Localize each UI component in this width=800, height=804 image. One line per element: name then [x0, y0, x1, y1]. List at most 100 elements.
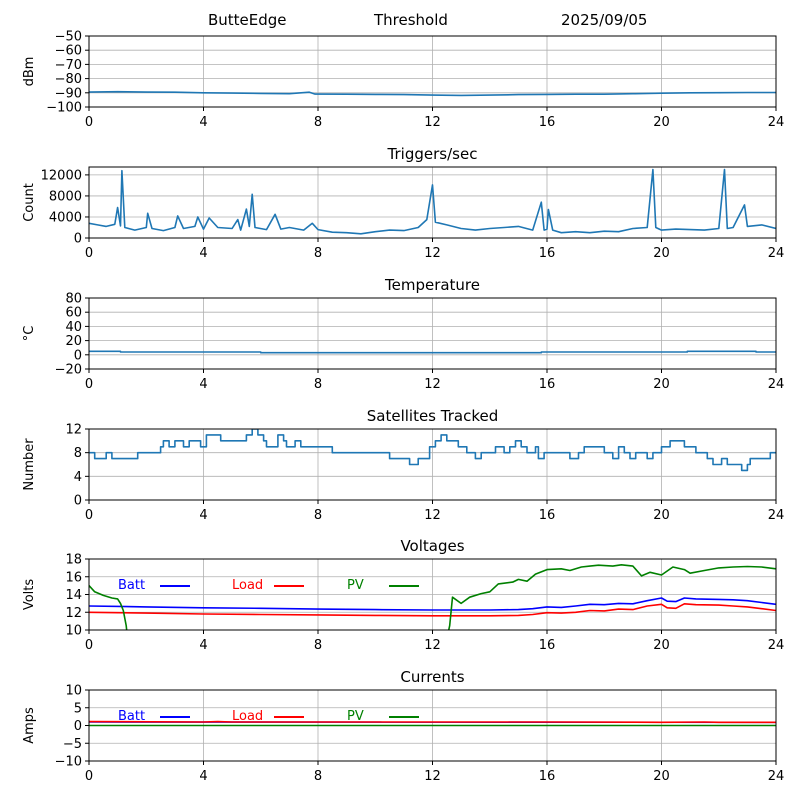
- y-tick-label: −5: [63, 737, 82, 752]
- x-tick-label: 16: [539, 377, 556, 392]
- x-tick-label: 12: [424, 115, 441, 130]
- chart-title: Satellites Tracked: [367, 407, 498, 425]
- legend-label-load: Load: [232, 578, 263, 593]
- x-tick-label: 8: [314, 246, 322, 261]
- legend-label-pv: PV: [347, 578, 364, 593]
- x-tick-label: 24: [768, 115, 785, 130]
- y-tick-label: 0: [74, 719, 82, 734]
- chart-panel-3: [85, 429, 776, 504]
- x-tick-label: 4: [199, 246, 207, 261]
- y-tick-label: −60: [55, 44, 82, 59]
- y-tick-label: 0: [74, 348, 82, 363]
- y-tick-label: 18: [65, 553, 82, 568]
- x-tick-label: 0: [85, 638, 93, 653]
- y-tick-label: −20: [55, 363, 82, 378]
- x-tick-label: 8: [314, 115, 322, 130]
- x-tick-label: 24: [768, 508, 785, 523]
- x-tick-label: 12: [424, 508, 441, 523]
- x-tick-label: 20: [653, 508, 670, 523]
- x-tick-label: 8: [314, 508, 322, 523]
- x-tick-label: 16: [539, 508, 556, 523]
- date-label: 2025/09/05: [561, 11, 647, 29]
- chart-title: Triggers/sec: [387, 145, 478, 163]
- x-tick-label: 20: [653, 246, 670, 261]
- y-tick-label: 5: [74, 701, 82, 716]
- y-tick-label: 80: [65, 292, 82, 307]
- y-tick-label: 8: [74, 446, 82, 461]
- x-tick-label: 4: [199, 377, 207, 392]
- y-axis-label: dBm: [22, 57, 37, 87]
- y-axis-label: Number: [22, 438, 37, 491]
- x-tick-label: 16: [539, 115, 556, 130]
- y-tick-label: −80: [55, 72, 82, 87]
- y-tick-label: −50: [55, 30, 82, 45]
- x-tick-label: 4: [199, 769, 207, 784]
- x-tick-label: 12: [424, 638, 441, 653]
- x-tick-label: 20: [653, 769, 670, 784]
- y-tick-label: 4000: [49, 210, 82, 225]
- y-axis-label: Volts: [22, 579, 37, 611]
- x-tick-label: 20: [653, 377, 670, 392]
- station-name: ButteEdge: [208, 11, 287, 29]
- x-tick-label: 0: [85, 115, 93, 130]
- y-tick-label: 12: [65, 606, 82, 621]
- chart-panel-5: [85, 690, 776, 765]
- chart-panel-1: [85, 167, 776, 242]
- x-tick-label: 8: [314, 377, 322, 392]
- mode-label: Threshold: [374, 11, 448, 29]
- legend-label-load: Load: [232, 709, 263, 724]
- y-tick-label: −100: [46, 101, 82, 116]
- x-tick-label: 0: [85, 769, 93, 784]
- y-axis-label: °C: [22, 326, 37, 342]
- y-tick-label: 0: [74, 232, 82, 247]
- y-tick-label: 20: [65, 334, 82, 349]
- y-tick-label: −10: [55, 755, 82, 770]
- x-tick-label: 20: [653, 638, 670, 653]
- y-tick-label: 0: [74, 494, 82, 509]
- x-tick-label: 8: [314, 638, 322, 653]
- y-tick-label: 10: [65, 624, 82, 639]
- x-tick-label: 20: [653, 115, 670, 130]
- y-tick-label: 12: [65, 423, 82, 438]
- chart-panel-2: [85, 298, 776, 373]
- x-tick-label: 4: [199, 508, 207, 523]
- x-tick-label: 12: [424, 246, 441, 261]
- x-tick-label: 4: [199, 638, 207, 653]
- x-tick-label: 8: [314, 769, 322, 784]
- x-tick-label: 16: [539, 638, 556, 653]
- y-tick-label: 16: [65, 570, 82, 585]
- y-tick-label: −90: [55, 86, 82, 101]
- x-tick-label: 0: [85, 508, 93, 523]
- x-tick-label: 24: [768, 377, 785, 392]
- y-tick-label: 12000: [41, 168, 82, 183]
- y-tick-label: 4: [74, 470, 82, 485]
- chart-title: Temperature: [384, 276, 480, 294]
- chart-panel-0: [85, 36, 776, 111]
- x-tick-label: 0: [85, 377, 93, 392]
- x-tick-label: 16: [539, 246, 556, 261]
- chart-panel-4: [85, 559, 776, 639]
- series-line-load: [89, 722, 776, 723]
- y-tick-label: 10: [65, 684, 82, 699]
- x-tick-label: 24: [768, 769, 785, 784]
- legend-label-pv: PV: [347, 709, 364, 724]
- x-tick-label: 12: [424, 769, 441, 784]
- x-tick-label: 24: [768, 246, 785, 261]
- y-axis-label: Count: [22, 183, 37, 222]
- y-tick-label: 14: [65, 588, 82, 603]
- y-axis-label: Amps: [22, 707, 37, 744]
- x-tick-label: 12: [424, 377, 441, 392]
- y-tick-label: −70: [55, 58, 82, 73]
- x-tick-label: 4: [199, 115, 207, 130]
- y-tick-label: 40: [65, 320, 82, 335]
- legend-label-batt: Batt: [118, 578, 145, 593]
- chart-title: Voltages: [400, 537, 464, 555]
- legend-label-batt: Batt: [118, 709, 145, 724]
- chart-title: Currents: [400, 668, 464, 686]
- x-tick-label: 16: [539, 769, 556, 784]
- x-tick-label: 0: [85, 246, 93, 261]
- x-tick-label: 24: [768, 638, 785, 653]
- y-tick-label: 60: [65, 306, 82, 321]
